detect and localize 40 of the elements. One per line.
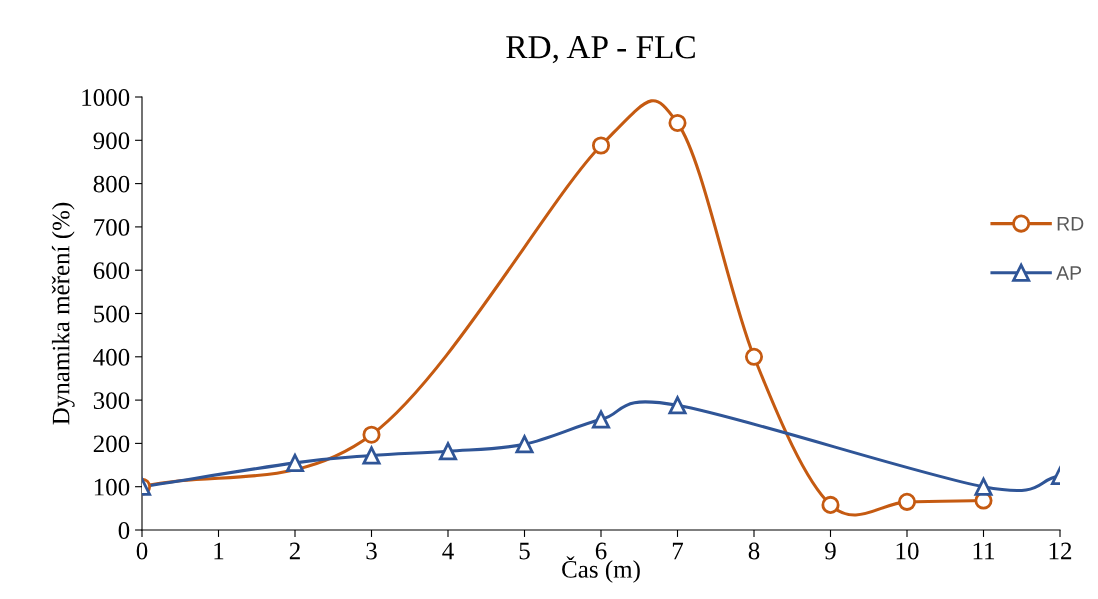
point — [591, 136, 611, 155]
point — [897, 492, 917, 511]
y-tick-label: 0 — [118, 522, 130, 539]
y-tick-label: 400 — [93, 348, 130, 366]
y-tick-label: 300 — [93, 392, 130, 410]
y-tick-label: 100 — [94, 478, 130, 496]
x-tick-label: 11 — [973, 542, 995, 560]
point — [362, 425, 381, 444]
x-tick-label: 5 — [519, 542, 530, 560]
point — [821, 495, 840, 514]
chart-title: RD, AP - FLC — [506, 36, 695, 64]
y-tick-label: 200 — [93, 435, 130, 453]
x-tick-label: 7 — [672, 542, 684, 560]
y-tick-label: 800 — [93, 175, 130, 193]
x-tick-label: 3 — [366, 542, 377, 560]
point — [285, 453, 305, 472]
point — [515, 435, 534, 454]
y-tick-label: 900 — [93, 132, 130, 150]
point — [668, 396, 687, 415]
y-tick-label: 600 — [93, 262, 130, 280]
x-tick-label: 0 — [136, 542, 148, 560]
y-axis-title: Dynamika měření (%) — [51, 202, 75, 425]
point — [744, 347, 764, 366]
x-tick-label: 1 — [214, 542, 224, 560]
x-tick-label: 9 — [825, 542, 836, 560]
y-tick-label: 700 — [94, 218, 130, 236]
y-tick-label: 1000 — [82, 89, 130, 106]
x-tick-label: 2 — [289, 542, 300, 560]
point — [438, 442, 458, 461]
x-tick-label: 12 — [1049, 542, 1072, 560]
x-tick-label: 10 — [896, 542, 919, 560]
x-tick-label: 4 — [442, 542, 454, 560]
x-tick-label: 8 — [748, 542, 760, 560]
y-tick-label: 500 — [94, 305, 130, 323]
point — [362, 446, 381, 465]
point — [974, 477, 993, 496]
point — [591, 410, 611, 429]
point — [668, 113, 687, 133]
legend-label: RD — [1057, 217, 1084, 231]
legend-label: AP — [1056, 266, 1082, 280]
